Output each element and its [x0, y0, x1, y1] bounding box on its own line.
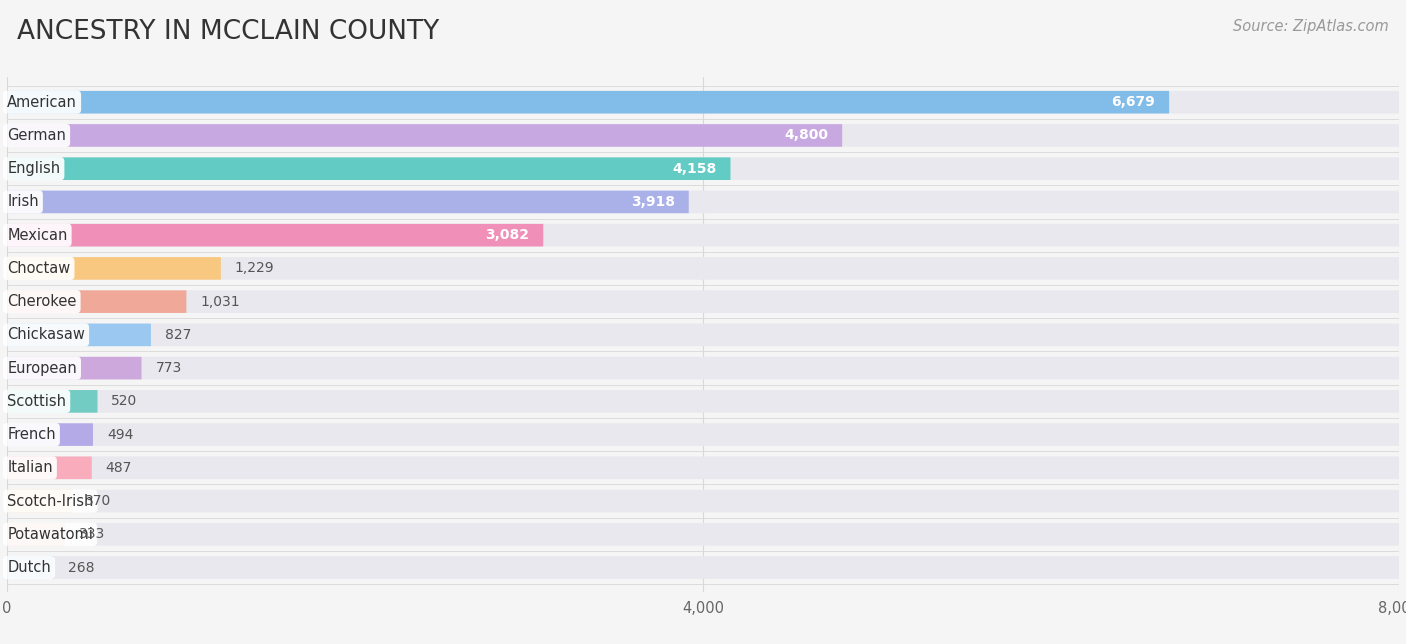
Text: Chickasaw: Chickasaw	[7, 327, 84, 343]
Text: Mexican: Mexican	[7, 228, 67, 243]
FancyBboxPatch shape	[7, 423, 93, 446]
FancyBboxPatch shape	[7, 490, 1399, 513]
Text: 520: 520	[111, 394, 138, 408]
FancyBboxPatch shape	[7, 191, 689, 213]
FancyBboxPatch shape	[7, 390, 1399, 413]
Text: 1,031: 1,031	[200, 295, 240, 308]
Text: Source: ZipAtlas.com: Source: ZipAtlas.com	[1233, 19, 1389, 34]
Text: 6,679: 6,679	[1112, 95, 1156, 109]
Text: Scottish: Scottish	[7, 394, 66, 409]
FancyBboxPatch shape	[7, 357, 1399, 379]
Text: Dutch: Dutch	[7, 560, 51, 575]
FancyBboxPatch shape	[7, 423, 1399, 446]
Text: ANCESTRY IN MCCLAIN COUNTY: ANCESTRY IN MCCLAIN COUNTY	[17, 19, 439, 45]
FancyBboxPatch shape	[7, 490, 72, 513]
Text: 3,918: 3,918	[631, 195, 675, 209]
FancyBboxPatch shape	[7, 523, 1399, 545]
Text: Irish: Irish	[7, 194, 39, 209]
Text: French: French	[7, 427, 56, 442]
Text: 1,229: 1,229	[235, 261, 274, 276]
FancyBboxPatch shape	[7, 290, 187, 313]
Text: 333: 333	[79, 527, 105, 542]
Text: Potawatomi: Potawatomi	[7, 527, 93, 542]
Text: 4,158: 4,158	[672, 162, 717, 176]
FancyBboxPatch shape	[7, 323, 150, 346]
FancyBboxPatch shape	[7, 257, 221, 279]
FancyBboxPatch shape	[7, 323, 1399, 346]
FancyBboxPatch shape	[7, 556, 53, 579]
FancyBboxPatch shape	[7, 257, 1399, 279]
Text: English: English	[7, 161, 60, 176]
Text: European: European	[7, 361, 77, 375]
FancyBboxPatch shape	[7, 157, 731, 180]
Text: Choctaw: Choctaw	[7, 261, 70, 276]
FancyBboxPatch shape	[7, 124, 842, 147]
Text: 487: 487	[105, 461, 132, 475]
Text: Scotch-Irish: Scotch-Irish	[7, 493, 94, 509]
Text: 494: 494	[107, 428, 134, 442]
Text: Italian: Italian	[7, 460, 53, 475]
Text: 370: 370	[86, 494, 111, 508]
Text: 4,800: 4,800	[785, 128, 828, 142]
Text: Cherokee: Cherokee	[7, 294, 76, 309]
Text: 773: 773	[156, 361, 181, 375]
FancyBboxPatch shape	[7, 357, 142, 379]
FancyBboxPatch shape	[7, 191, 1399, 213]
FancyBboxPatch shape	[7, 124, 1399, 147]
FancyBboxPatch shape	[7, 157, 1399, 180]
FancyBboxPatch shape	[7, 290, 1399, 313]
FancyBboxPatch shape	[7, 457, 1399, 479]
Text: German: German	[7, 128, 66, 143]
FancyBboxPatch shape	[7, 91, 1170, 113]
FancyBboxPatch shape	[7, 556, 1399, 579]
FancyBboxPatch shape	[7, 224, 543, 247]
Text: 268: 268	[67, 560, 94, 574]
FancyBboxPatch shape	[7, 224, 1399, 247]
FancyBboxPatch shape	[7, 457, 91, 479]
Text: 3,082: 3,082	[485, 228, 529, 242]
FancyBboxPatch shape	[7, 91, 1399, 113]
Text: 827: 827	[165, 328, 191, 342]
Text: American: American	[7, 95, 77, 109]
FancyBboxPatch shape	[7, 390, 97, 413]
FancyBboxPatch shape	[7, 523, 65, 545]
